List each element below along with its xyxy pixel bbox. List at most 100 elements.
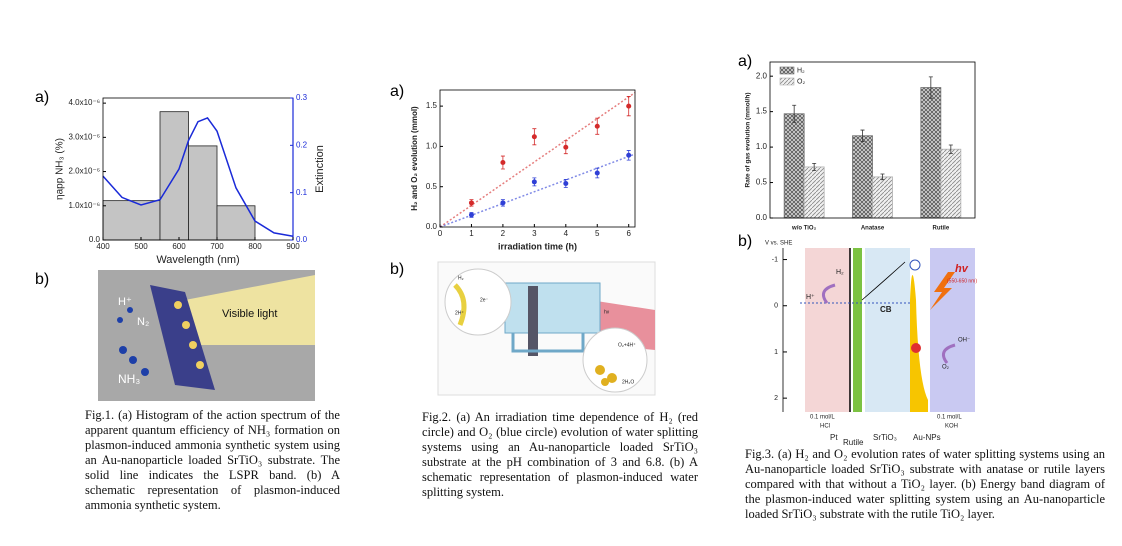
y-tick-label: 1.0 [756,142,768,151]
x-tick-label: 4 [564,229,569,238]
label: H⁺ [118,296,132,308]
label: (550-650 nm) [947,278,977,284]
label: OH⁻ [958,338,970,344]
fit-line [439,153,636,228]
x-axis-label: irradiation time (h) [498,241,577,251]
bar [920,87,942,219]
y-tick-label: 2.0x10⁻⁶ [68,167,100,176]
label: HCl [820,424,830,430]
plot-frame [769,61,976,219]
y-tick-label: 2 [774,395,778,402]
y-tick-label: 0.0 [89,235,101,244]
data-point [626,103,632,109]
y-axis-label: H₂ and O₂ evolution (mmol) [410,106,419,211]
y-tick-label: 1 [774,349,778,356]
label: NH₃ [118,372,140,386]
caption: Fig.3. (a) H₂ and O₂ evolution rates of … [745,447,1105,521]
data-point [500,200,506,206]
error-bar [812,163,817,171]
label: O₂ [942,365,950,371]
data-point [500,160,506,166]
y-tick-label: 0.0 [756,213,768,222]
data-point [468,200,474,206]
x-tick-label: 6 [626,229,631,238]
x-tick-label: 500 [134,242,148,251]
bar [940,148,962,219]
label: KOH [945,424,958,430]
legend-swatch [779,77,795,86]
y2-axis-label: Extinction [314,145,326,193]
error-bar [948,144,953,154]
label: 2H⁺ [455,310,464,316]
data-point [531,179,537,185]
schematic-1: H⁺ N₂ NH₃ Visible light [98,270,315,401]
x-tick-label: Rutile [932,226,949,232]
label: H⁺ [806,294,815,301]
x-tick-label: 3 [532,229,537,238]
caption: Fig.2. (a) An irradiation time dependenc… [422,410,698,499]
y-tick-label: 0.5 [426,182,438,191]
error-bar [928,76,933,99]
panel-label: a) [35,89,49,106]
x-tick-label: 800 [248,242,262,251]
x-tick-label: 400 [96,242,110,251]
bar [852,135,873,219]
legend-swatch [779,66,795,75]
y-tick-label: -1 [772,256,778,263]
plot-frame [439,89,636,228]
panel-label: a) [390,83,404,100]
data-point [594,170,600,176]
y-tick-label: 0 [774,303,778,310]
y-tick-label: 3.0x10⁻⁶ [68,132,100,141]
y-tick-label: 1.0 [426,142,438,151]
x-tick-label: 5 [595,229,600,238]
bar [783,113,805,219]
label: Au-NPs [913,433,941,442]
data-point [594,123,600,129]
label: 0.1 mol/L [937,415,962,421]
x-tick-label: 2 [501,229,506,238]
panel-label: b) [390,261,404,278]
panel-label: a) [738,53,752,70]
data-point [563,144,569,150]
label: CB [880,305,892,314]
caption: Fig.1. (a) Histogram of the action spect… [85,408,340,512]
fit-line [439,92,636,228]
histogram-bar [102,200,161,241]
x-tick-label: 1 [469,229,474,238]
x-tick-label: Anatase [861,226,885,232]
label: Pt [830,433,838,442]
y-axis-label: Rate of gas evolution (mmol/h) [745,93,752,188]
error-bar [792,104,797,123]
label: Visible light [222,308,277,320]
histogram-bar [188,145,218,241]
x-tick-label: 0 [438,229,443,238]
axis-label: V vs. SHE [765,241,792,247]
label: hv [955,263,969,275]
data-point [563,180,569,186]
x-tick-label: 600 [172,242,186,251]
y-tick-label: 0.0 [296,235,308,244]
x-axis-label: Wavelength (nm) [156,254,239,266]
y-tick-label: 0.1 [296,188,308,197]
y-axis-label: ηapp NH₃ (%) [55,138,66,200]
x-tick-label: 700 [210,242,224,251]
label: Rutile [843,438,864,447]
y-tick-label: 0.3 [296,93,308,102]
y-tick-label: 0.0 [426,222,438,231]
schematic-2: H₂ 2H⁺ 2e⁻ hν O₂+4H⁺ 2H₂O [437,261,656,396]
bar [803,166,825,219]
extinction-line [102,116,294,237]
y-tick-label: 1.0x10⁻⁶ [68,201,100,210]
label: N₂ [137,316,149,328]
data-point [531,134,537,140]
label: SrTiO₃ [873,433,897,442]
label: O₂+4H⁺ [618,342,636,348]
data-point [626,152,632,158]
y-tick-label: 2.0 [756,71,768,80]
label: H₂ [836,269,844,276]
x-tick-label: w/o TiO₂ [791,226,817,232]
label: hν [604,309,610,315]
